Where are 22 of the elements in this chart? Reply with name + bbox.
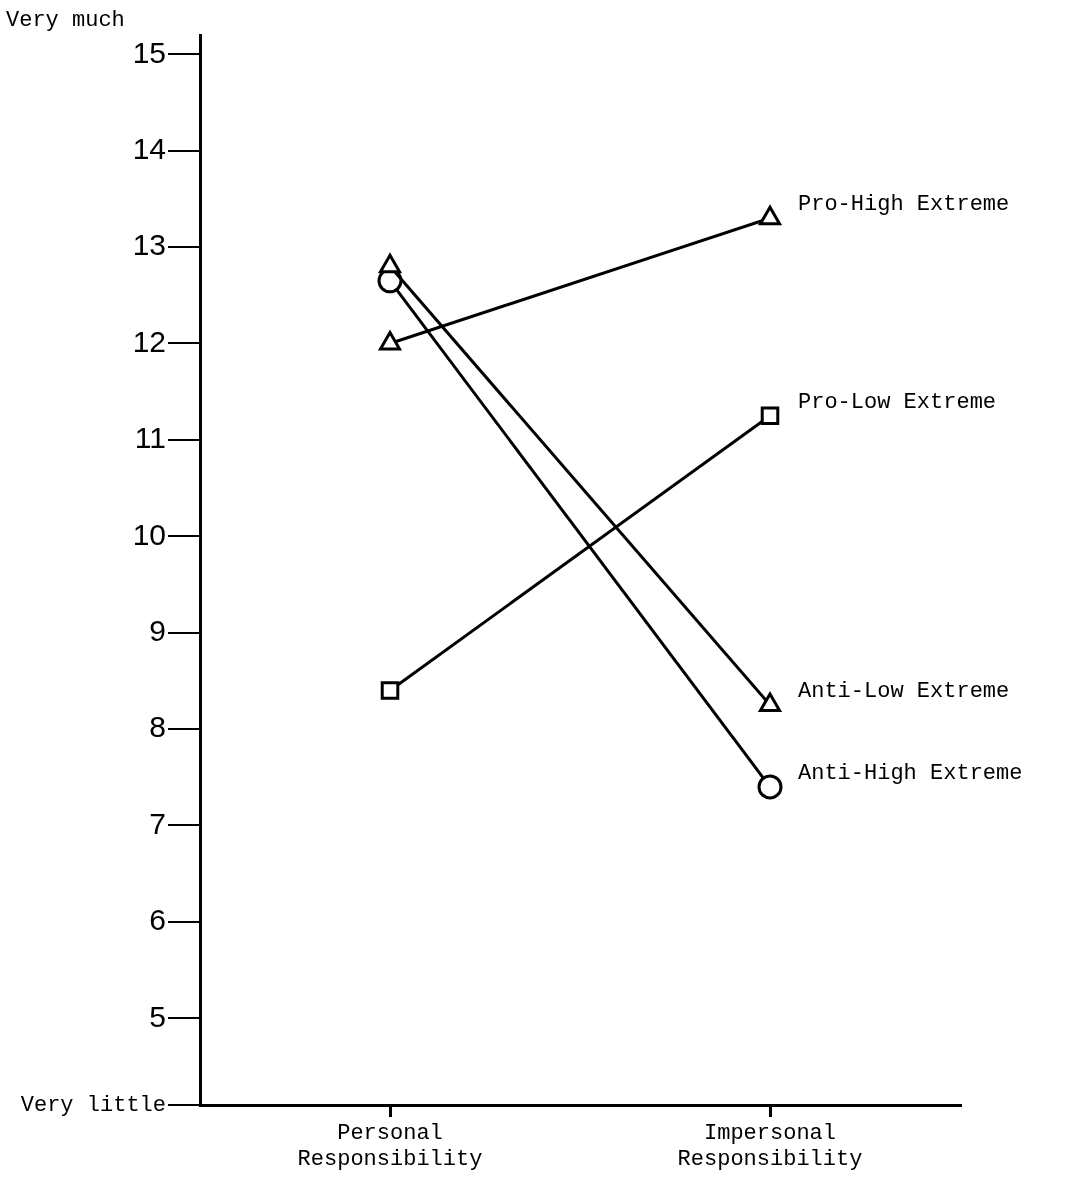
y-tick-label: 7 [149,806,166,840]
y-tick-label: 15 [132,35,166,69]
series-label: Pro-Low Extreme [798,389,997,415]
y-tick-label: 13 [132,228,166,262]
y-tick-label: 11 [134,421,166,455]
y-tick-label: 14 [132,131,166,165]
series-label: Anti-High Extreme [798,760,1023,786]
series-label: Pro-High Extreme [798,191,1010,217]
y-tick-label: 9 [149,613,166,647]
x-tick-label: Impersonal Responsibility [677,1121,863,1173]
y-tick-label: 5 [149,999,166,1033]
y-tick-label: Very little [20,1092,166,1118]
y-tick-label: 10 [132,517,166,551]
y-tick-label: 8 [149,710,166,744]
series-label: Anti-Low Extreme [798,678,1010,704]
point [760,406,780,426]
x-tick-label: Personal Responsibility [297,1121,483,1173]
y-axis-title: Very much [6,7,125,33]
y-tick-label: 6 [149,903,166,937]
point [757,774,783,800]
y-tick-label: 12 [132,324,166,358]
point [380,681,400,700]
